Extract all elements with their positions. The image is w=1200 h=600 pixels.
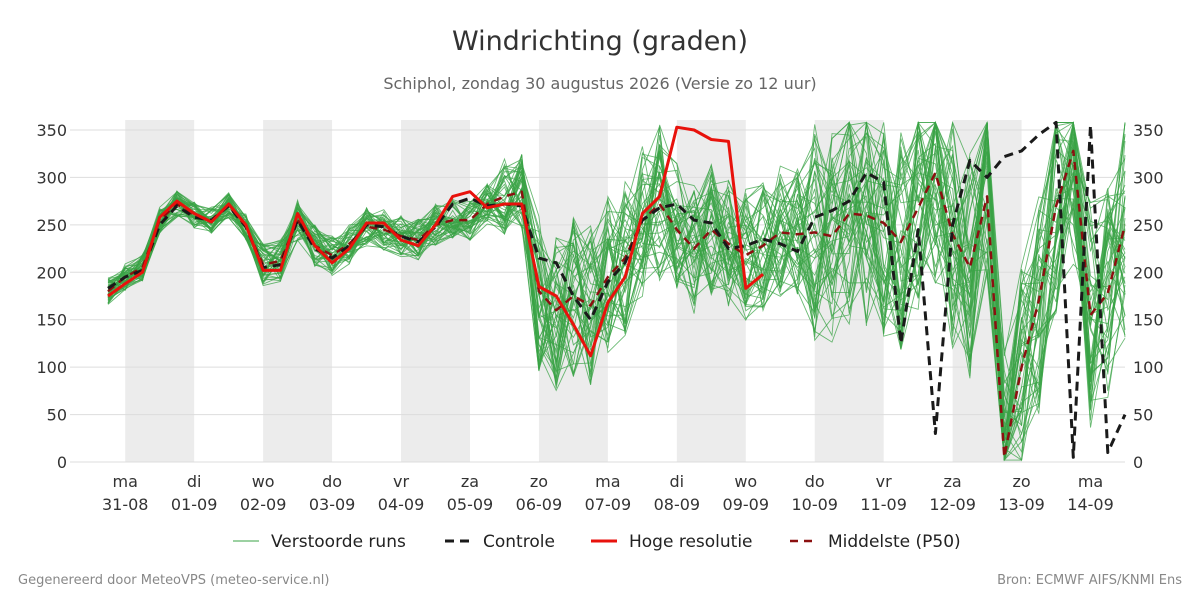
y-tick-label-right: 100 <box>1133 358 1164 377</box>
y-axis-left: 0 50 100 150 200 250 300 350 <box>36 121 67 472</box>
x-tick-date: 05-09 <box>447 495 494 514</box>
x-tick-date: 08-09 <box>654 495 701 514</box>
y-tick-label-left: 200 <box>36 263 67 282</box>
y-tick-label-left: 350 <box>36 121 67 140</box>
shaded-day-band <box>263 120 333 462</box>
x-tick-day: vr <box>393 472 409 491</box>
y-tick-label-right: 350 <box>1133 121 1164 140</box>
ensemble-run-line <box>107 154 1126 442</box>
y-tick-label-left: 250 <box>36 216 67 235</box>
y-tick-label-left: 100 <box>36 358 67 377</box>
y-tick-label-right: 250 <box>1133 216 1164 235</box>
shaded-day-band <box>401 120 470 462</box>
footer-credit: Gegenereerd door MeteoVPS (meteo-service… <box>18 573 329 588</box>
x-tick-day: za <box>944 472 962 491</box>
x-tick-day: ma <box>1078 472 1103 491</box>
y-tick-label-right: 200 <box>1133 263 1164 282</box>
legend-label: Verstoorde runs <box>271 532 406 552</box>
x-tick-day: do <box>322 472 342 491</box>
x-tick-day: zo <box>530 472 548 491</box>
x-tick-date: 04-09 <box>378 495 425 514</box>
ensemble-run-line <box>107 128 1126 433</box>
ensemble-runs <box>107 120 1126 462</box>
x-tick-date: 11-09 <box>860 495 907 514</box>
legend-label: Middelste (P50) <box>828 532 961 552</box>
x-tick-date: 06-09 <box>516 495 563 514</box>
x-tick-date: 13-09 <box>998 495 1045 514</box>
ensemble-run-line <box>107 122 1126 461</box>
chart-title: Windrichting (graden) <box>452 26 748 57</box>
x-tick-day: vr <box>876 472 892 491</box>
ensemble-run-line <box>107 122 1126 461</box>
x-tick-date: 09-09 <box>723 495 770 514</box>
legend: Verstoorde runs Controle Hoge resolutie Mid… <box>233 532 961 552</box>
y-tick-label-left: 50 <box>47 406 67 425</box>
ensemble-run-line <box>107 121 1126 352</box>
y-tick-label-right: 300 <box>1133 168 1164 187</box>
x-tick-day: do <box>805 472 825 491</box>
x-tick-day: za <box>461 472 479 491</box>
x-tick-day: ma <box>595 472 620 491</box>
x-tick-date: 02-09 <box>240 495 287 514</box>
series-line-median <box>107 149 1127 459</box>
ensemble-run-line <box>107 121 1126 462</box>
x-tick-date: 10-09 <box>791 495 838 514</box>
x-tick-date: 07-09 <box>585 495 632 514</box>
y-tick-label-right: 150 <box>1133 311 1164 330</box>
y-tick-label-left: 0 <box>57 453 67 472</box>
x-tick-date: 01-09 <box>171 495 218 514</box>
x-tick-day: wo <box>252 472 275 491</box>
y-tick-label-left: 300 <box>36 168 67 187</box>
legend-label: Controle <box>483 532 555 552</box>
x-tick-day: wo <box>734 472 757 491</box>
series-line-control <box>107 120 1127 459</box>
x-axis: ma 31-08 di 01-09 wo 02-09 do 03-09 vr 04-09 za 05-… <box>102 472 1114 514</box>
y-axis-right: 0 50 100 150 200 250 300 350 <box>1133 121 1164 472</box>
y-tick-label-right: 50 <box>1133 406 1153 425</box>
x-tick-date: 31-08 <box>102 495 149 514</box>
ensemble-run-line <box>107 122 1126 426</box>
main-series <box>107 120 1127 459</box>
x-tick-date: 12-09 <box>929 495 976 514</box>
y-tick-label-right: 0 <box>1133 453 1143 472</box>
legend-label: Hoge resolutie <box>629 532 753 552</box>
x-tick-date: 14-09 <box>1067 495 1114 514</box>
chart-subtitle: Schiphol, zondag 30 augustus 2026 (Versi… <box>383 74 816 93</box>
y-tick-label-left: 150 <box>36 311 67 330</box>
x-tick-date: 03-09 <box>309 495 356 514</box>
x-tick-day: zo <box>1012 472 1030 491</box>
footer-source: Bron: ECMWF AIFS/KNMI Ens <box>997 573 1182 588</box>
x-tick-day: di <box>187 472 202 491</box>
ensemble-run-line <box>107 121 1126 461</box>
x-tick-day: ma <box>113 472 138 491</box>
x-tick-day: di <box>670 472 685 491</box>
series-line-high-res <box>107 125 764 358</box>
shaded-day-band <box>125 120 195 462</box>
